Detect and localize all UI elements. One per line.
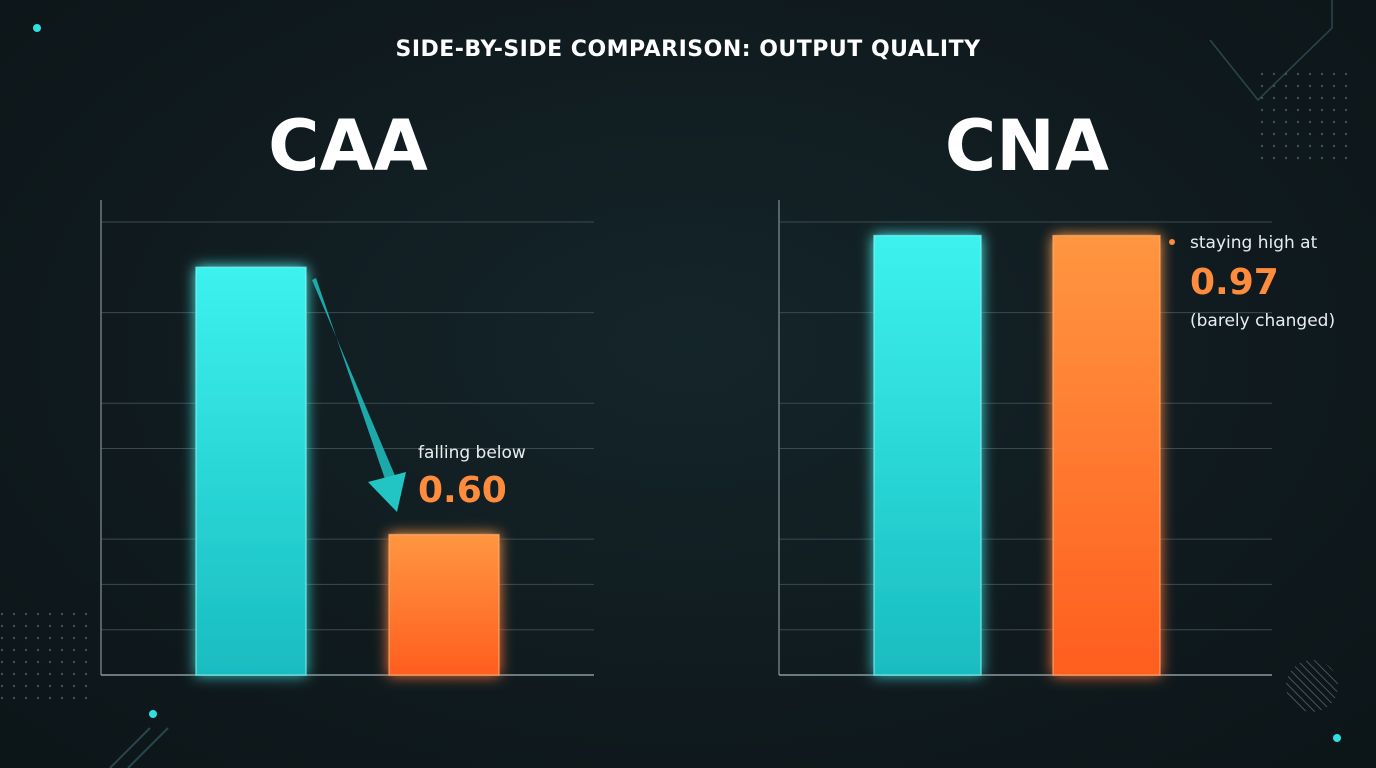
deco-dot-grid (0, 608, 90, 708)
orange-bar (388, 533, 500, 676)
bar-chart-panel-1: CNA staying high at 0.97 (barely changed) (778, 105, 1335, 676)
arrow-head-icon (368, 472, 406, 512)
deco-hatch-circle (1286, 660, 1338, 712)
annotation-value: 0.60 (418, 470, 507, 511)
annotation-value: 0.97 (1190, 262, 1279, 303)
panel-heading: CNA (945, 105, 1109, 187)
annotation-dot-icon (1169, 239, 1175, 245)
deco-line (127, 727, 169, 768)
cyan-bar (873, 234, 982, 676)
annotation-note: (barely changed) (1190, 311, 1335, 331)
deco-dot-grid (1258, 64, 1348, 164)
orange-bar (1052, 234, 1161, 676)
decline-arrow-icon (312, 278, 396, 482)
deco-dot-icon (149, 710, 157, 718)
deco-dot-icon (1333, 734, 1341, 742)
panel-heading: CAA (268, 105, 428, 187)
bar-chart-panel-0: CAA falling below 0.60 (100, 105, 594, 676)
deco-line (109, 727, 151, 768)
cyan-bar (195, 266, 307, 676)
deco-dot-icon (33, 24, 41, 32)
annotation-label: falling below (418, 443, 526, 463)
chart-title: SIDE-BY-SIDE COMPARISON: OUTPUT QUALITY (395, 37, 981, 62)
annotation-label: staying high at (1190, 233, 1318, 253)
